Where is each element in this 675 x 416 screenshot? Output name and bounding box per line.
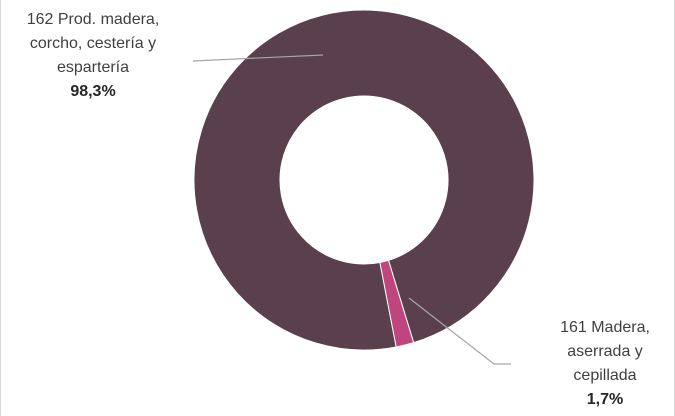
slice-label-162-percent: 98,3% — [70, 83, 116, 100]
slice-label-161-line-1: 161 Madera, — [560, 319, 650, 336]
leader-line-161 — [408, 297, 511, 365]
slice-label-162-line-1: 162 Prod. madera, — [26, 11, 160, 28]
slice-label-161-line-2: aserrada y — [567, 343, 643, 360]
slice-label-162-line-2: corcho, cestería y — [29, 35, 157, 52]
leader-line-162 — [192, 54, 324, 62]
slice-162 — [193, 9, 535, 351]
slice-label-162: 162 Prod. madera, corcho, cestería y esp… — [5, 8, 181, 104]
slice-label-161-percent: 1,7% — [586, 391, 624, 408]
slice-label-161-line-3: cepillada — [573, 367, 637, 384]
slice-label-162-line-3: espartería — [56, 59, 130, 76]
slice-label-161: 161 Madera, aserrada y cepillada 1,7% — [537, 316, 673, 412]
